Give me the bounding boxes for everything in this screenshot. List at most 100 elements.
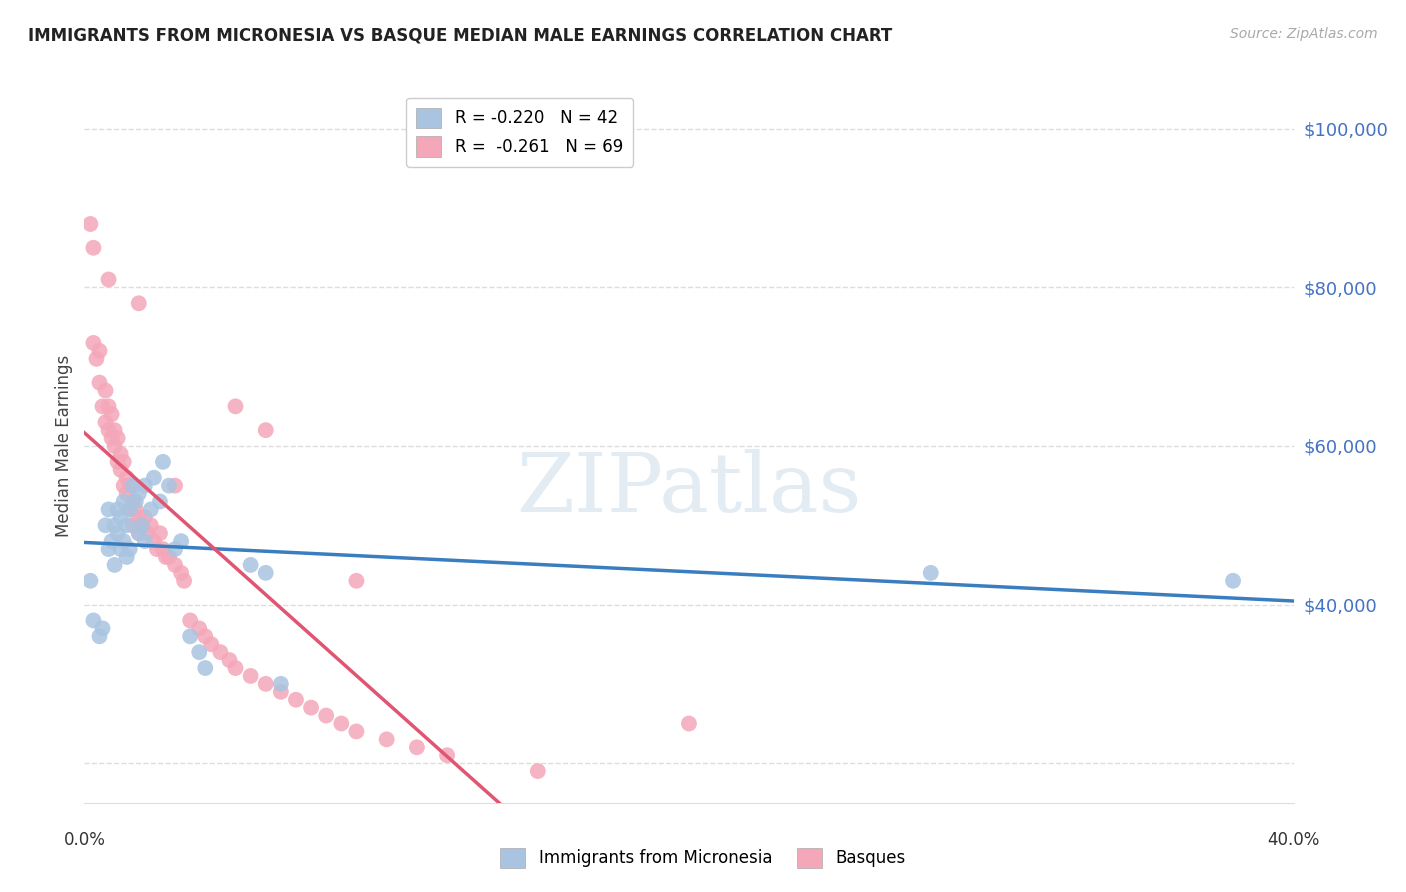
Point	[436, 748, 458, 763]
Point	[89, 376, 111, 390]
Text: IMMIGRANTS FROM MICRONESIA VS BASQUE MEDIAN MALE EARNINGS CORRELATION CHART: IMMIGRANTS FROM MICRONESIA VS BASQUE MED…	[28, 27, 893, 45]
Point	[128, 526, 150, 541]
Point	[89, 629, 111, 643]
Point	[112, 455, 135, 469]
Point	[82, 335, 104, 350]
Point	[152, 542, 174, 557]
Point	[225, 400, 247, 414]
Point	[299, 700, 322, 714]
Point	[239, 669, 262, 683]
Point	[107, 431, 129, 445]
Point	[79, 217, 101, 231]
Point	[89, 343, 111, 358]
Point	[285, 692, 308, 706]
Point	[118, 502, 141, 516]
Point	[188, 645, 211, 659]
Legend: Immigrants from Micronesia, Basques: Immigrants from Micronesia, Basques	[494, 841, 912, 875]
Point	[104, 423, 127, 437]
Point	[152, 455, 174, 469]
Point	[157, 549, 180, 564]
Point	[121, 518, 143, 533]
Point	[139, 518, 162, 533]
Point	[107, 526, 129, 541]
Point	[121, 478, 143, 492]
Point	[270, 685, 292, 699]
Point	[146, 542, 169, 557]
Point	[91, 621, 114, 635]
Legend: R = -0.220   N = 42, R =  -0.261   N = 69: R = -0.220 N = 42, R = -0.261 N = 69	[406, 97, 633, 167]
Point	[239, 558, 262, 572]
Point	[254, 677, 277, 691]
Point	[86, 351, 108, 366]
Point	[107, 502, 129, 516]
Point	[254, 423, 277, 437]
Point	[107, 455, 129, 469]
Point	[170, 566, 193, 580]
Point	[225, 661, 247, 675]
Point	[91, 400, 114, 414]
Point	[97, 423, 120, 437]
Point	[134, 534, 156, 549]
Point	[170, 534, 193, 549]
Point	[406, 740, 429, 755]
Point	[527, 764, 550, 778]
Point	[110, 510, 132, 524]
Point	[112, 494, 135, 508]
Point	[118, 542, 141, 557]
Point	[218, 653, 240, 667]
Point	[110, 463, 132, 477]
Point	[678, 716, 700, 731]
Point	[82, 614, 104, 628]
Point	[188, 621, 211, 635]
Point	[165, 542, 187, 557]
Point	[115, 486, 138, 500]
Point	[112, 534, 135, 549]
Point	[142, 534, 165, 549]
Point	[200, 637, 222, 651]
Point	[920, 566, 942, 580]
Point	[330, 716, 353, 731]
Point	[121, 494, 143, 508]
Point	[118, 502, 141, 516]
Point	[165, 478, 187, 492]
Point	[155, 549, 177, 564]
Point	[94, 384, 117, 398]
Point	[100, 431, 122, 445]
Point	[97, 272, 120, 286]
Point	[104, 518, 127, 533]
Point	[142, 471, 165, 485]
Point	[128, 526, 150, 541]
Point	[194, 629, 217, 643]
Point	[173, 574, 195, 588]
Point	[118, 478, 141, 492]
Point	[149, 526, 172, 541]
Point	[139, 502, 162, 516]
Point	[128, 296, 150, 310]
Point	[110, 447, 132, 461]
Text: Source: ZipAtlas.com: Source: ZipAtlas.com	[1230, 27, 1378, 41]
Point	[346, 574, 368, 588]
Point	[128, 510, 150, 524]
Point	[134, 478, 156, 492]
Point	[131, 518, 153, 533]
Point	[270, 677, 292, 691]
Point	[125, 502, 148, 516]
Text: ZIPatlas: ZIPatlas	[516, 449, 862, 529]
Point	[179, 629, 201, 643]
Point	[100, 534, 122, 549]
Point	[115, 549, 138, 564]
Point	[136, 526, 159, 541]
Point	[346, 724, 368, 739]
Point	[209, 645, 232, 659]
Point	[149, 494, 172, 508]
Point	[128, 486, 150, 500]
Y-axis label: Median Male Earnings: Median Male Earnings	[55, 355, 73, 537]
Point	[125, 494, 148, 508]
Point	[100, 407, 122, 421]
Point	[79, 574, 101, 588]
Point	[97, 502, 120, 516]
Point	[115, 471, 138, 485]
Point	[104, 558, 127, 572]
Point	[194, 661, 217, 675]
Point	[254, 566, 277, 580]
